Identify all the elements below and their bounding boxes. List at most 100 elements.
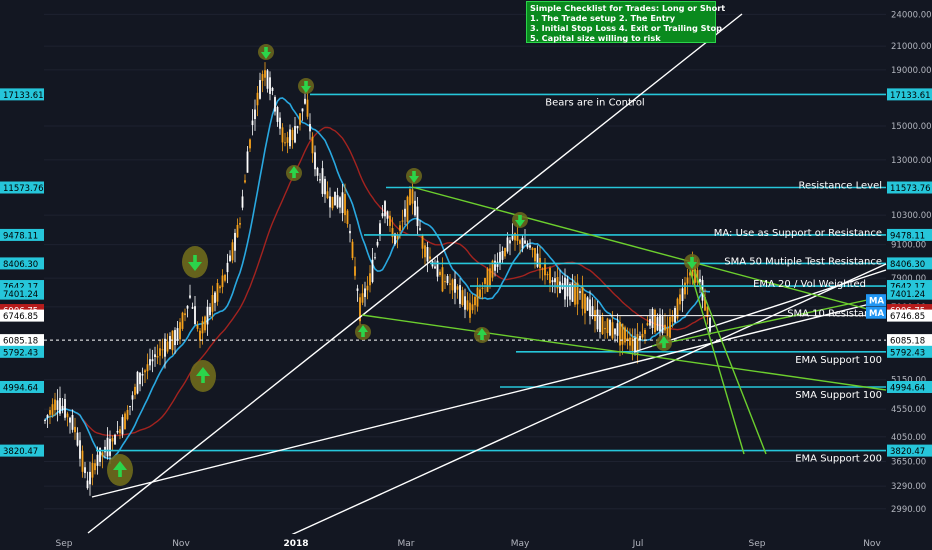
- candle-body: [441, 267, 444, 292]
- y-tick-label: 19000.00: [891, 66, 932, 76]
- candle-body: [201, 321, 204, 334]
- candle-body: [244, 180, 246, 183]
- candle-body: [151, 359, 154, 362]
- candle-body: [194, 306, 196, 325]
- right-price-tag: [887, 181, 932, 194]
- annotation-label: SMA 50 Mutiple Test Resistance: [724, 256, 882, 267]
- candle-body: [189, 295, 191, 298]
- checklist-line: 1. The Trade setup 2. The Entry: [530, 13, 676, 23]
- candle-body: [471, 304, 474, 311]
- candle-body: [311, 136, 314, 154]
- candle-body: [91, 462, 94, 478]
- right-price-label: 7642.17: [890, 283, 925, 293]
- channel-line: [689, 269, 745, 455]
- candle-body: [396, 234, 399, 239]
- candle-body: [424, 245, 426, 258]
- candle-body: [589, 299, 591, 317]
- candle-body: [554, 278, 556, 283]
- right-price-label: 9478.11: [890, 231, 925, 241]
- candle-body: [74, 426, 76, 433]
- candle-body: [149, 359, 151, 366]
- candle-body: [504, 247, 506, 257]
- left-price-tag: [0, 181, 44, 194]
- x-tick-label: 2018: [283, 539, 308, 549]
- candle-body: [231, 242, 234, 261]
- left-price-label: 6085.18: [3, 337, 38, 347]
- left-price-label: 4994.64: [3, 383, 38, 393]
- candle-body: [684, 282, 686, 295]
- candle-body: [94, 463, 96, 471]
- candle-body: [661, 316, 664, 334]
- candle-body: [569, 283, 571, 300]
- right-price-label: 4994.64: [890, 383, 925, 393]
- candle-body: [61, 405, 64, 410]
- candle-body: [489, 268, 491, 286]
- right-price-label: 7401.24: [890, 290, 925, 300]
- candle-body: [476, 287, 479, 307]
- candle-body: [96, 454, 99, 466]
- candle-body: [256, 92, 259, 106]
- candle-body: [609, 319, 611, 336]
- candle-body: [336, 195, 339, 208]
- candle-body: [581, 287, 584, 309]
- candle-body: [71, 415, 74, 430]
- candle-body: [556, 277, 559, 289]
- arrow-up-icon: [289, 166, 299, 173]
- y-tick-label: 24000.00: [891, 10, 932, 20]
- candle-body: [526, 243, 529, 248]
- candle-body: [354, 266, 356, 276]
- candle-body: [334, 191, 336, 206]
- candle-body: [394, 233, 396, 245]
- candle-body: [159, 348, 161, 356]
- arrow-down-icon: [193, 255, 197, 262]
- candle-body: [174, 330, 176, 346]
- candle-body: [531, 248, 534, 251]
- candle-body: [509, 240, 511, 244]
- candle-body: [144, 370, 146, 373]
- candle-body: [261, 74, 264, 81]
- candle-body: [606, 318, 609, 334]
- left-price-label: 11573.76: [3, 184, 44, 194]
- arrow-up-icon: [118, 470, 122, 477]
- trend-line: [91, 299, 887, 498]
- annotation-label: SMA Support 100: [795, 390, 882, 401]
- arrow-up-icon: [358, 325, 368, 332]
- candle-body: [546, 274, 549, 276]
- candle-body: [511, 234, 514, 240]
- left-price-tag: [0, 88, 44, 101]
- candle-body: [679, 294, 681, 305]
- candle-body: [76, 432, 79, 446]
- candle-body: [624, 327, 626, 343]
- candle-body: [436, 260, 439, 277]
- candle-body: [621, 323, 624, 345]
- candle-body: [456, 286, 459, 290]
- arrow-up-icon: [113, 461, 127, 470]
- candle-body: [386, 211, 389, 219]
- arrow-up-icon: [662, 343, 666, 348]
- level-lines: [44, 93, 886, 452]
- arrow-up-icon: [480, 335, 484, 340]
- arrow-up-icon: [477, 328, 487, 335]
- arrow-down-icon: [515, 220, 525, 227]
- candle-body: [299, 113, 301, 125]
- grid-lines: [44, 13, 886, 510]
- candle-body: [51, 404, 54, 415]
- annotation-label: MA: Use as Support or Resistance: [714, 228, 882, 239]
- candle-body: [524, 240, 526, 244]
- candle-body: [364, 288, 366, 297]
- y-tick-label: 4550.00: [891, 405, 926, 415]
- right-price-tag: [887, 257, 932, 270]
- candle-body: [79, 440, 81, 459]
- candle-body: [534, 248, 536, 262]
- arrow-up-icon: [196, 367, 210, 376]
- ma-tag-label: MA: [869, 297, 884, 307]
- candle-body: [656, 317, 659, 331]
- candle-body: [216, 283, 219, 302]
- trend-line: [87, 13, 743, 534]
- annotation-label: Bears are in Control: [545, 97, 644, 108]
- candle-body: [329, 196, 331, 208]
- candle-body: [321, 168, 324, 194]
- left-price-label: 9478.11: [3, 231, 38, 241]
- right-price-tag: [887, 228, 932, 241]
